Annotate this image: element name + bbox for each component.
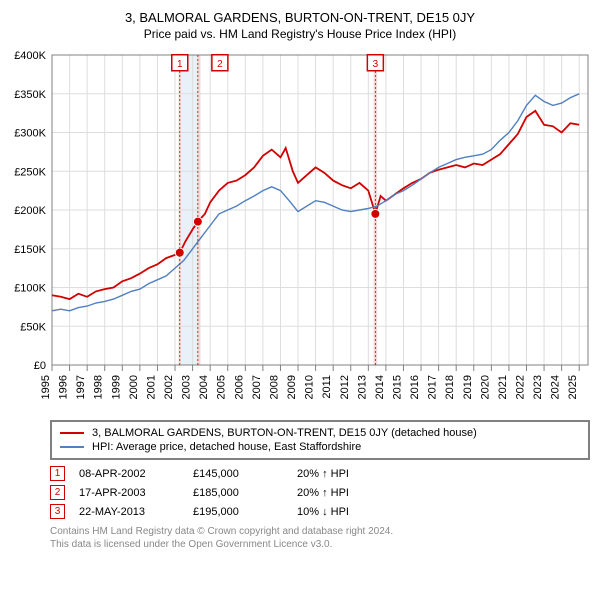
sale-row: 1 08-APR-2002 £145,000 20% ↑ HPI [50, 464, 590, 483]
x-tick-label: 2002 [163, 375, 175, 399]
x-tick-label: 2007 [251, 375, 263, 399]
legend-row: HPI: Average price, detached house, East… [60, 440, 580, 454]
x-tick-label: 2019 [462, 375, 474, 399]
y-tick-label: £50K [20, 321, 46, 333]
y-tick-label: £250K [14, 166, 46, 178]
x-tick-label: 2012 [339, 375, 351, 399]
x-tick-label: 2025 [567, 375, 579, 399]
sale-marker: 3 [50, 504, 65, 519]
x-tick-label: 2004 [198, 375, 210, 399]
legend-swatch [60, 446, 84, 448]
x-tick-label: 1998 [93, 375, 105, 399]
sale-date: 08-APR-2002 [79, 468, 179, 480]
sale-date: 22-MAY-2013 [79, 506, 179, 518]
y-tick-label: £100K [14, 283, 46, 295]
line-chart: £0 £50K £100K £150K £200K £250K £300K £350K £400… [6, 49, 594, 409]
x-tick-label: 2010 [304, 375, 316, 399]
x-tick-label: 2022 [514, 375, 526, 399]
y-tick-label: £300K [14, 128, 46, 140]
sale-delta: 20% ↑ HPI [297, 487, 397, 499]
x-tick-label: 2014 [374, 375, 386, 399]
legend-swatch [60, 432, 84, 434]
x-tick-label: 2005 [216, 375, 228, 399]
figure: 3, BALMORAL GARDENS, BURTON-ON-TRENT, DE… [0, 0, 600, 557]
x-tick-label: 2020 [479, 375, 491, 399]
x-tick-label: 2006 [233, 375, 245, 399]
sale-flag-num: 2 [217, 59, 223, 70]
footnote-line-1: Contains HM Land Registry data © Crown c… [50, 526, 393, 537]
sale-row: 3 22-MAY-2013 £195,000 10% ↓ HPI [50, 502, 590, 521]
y-tick-label: £200K [14, 205, 46, 217]
x-tick-label: 1996 [58, 375, 70, 399]
sale-delta: 10% ↓ HPI [297, 506, 397, 518]
x-tick-label: 2024 [550, 375, 562, 399]
x-tick-label: 2017 [427, 375, 439, 399]
x-tick-label: 2001 [145, 375, 157, 399]
x-tick-label: 2009 [286, 375, 298, 399]
x-tick-label: 2018 [444, 375, 456, 399]
chart-subtitle: Price paid vs. HM Land Registry's House … [6, 27, 594, 41]
sale-flag-num: 3 [373, 59, 379, 70]
sale-price: £145,000 [193, 468, 283, 480]
x-tick-label: 2016 [409, 375, 421, 399]
x-tick-label: 2003 [181, 375, 193, 399]
x-tick-label: 1995 [40, 375, 52, 399]
footnote: Contains HM Land Registry data © Crown c… [50, 525, 590, 551]
legend: 3, BALMORAL GARDENS, BURTON-ON-TRENT, DE… [50, 420, 590, 460]
chart-title: 3, BALMORAL GARDENS, BURTON-ON-TRENT, DE… [6, 10, 594, 25]
x-tick-label: 2013 [356, 375, 368, 399]
y-tick-label: £350K [14, 89, 46, 101]
x-tick-label: 2011 [321, 375, 333, 399]
y-tick-label: £0 [34, 360, 46, 372]
sale-date: 17-APR-2003 [79, 487, 179, 499]
y-tick-label: £400K [14, 50, 46, 62]
sale-delta: 20% ↑ HPI [297, 468, 397, 480]
sale-price: £195,000 [193, 506, 283, 518]
chart-area: £0 £50K £100K £150K £200K £250K £300K £350K £400… [6, 49, 594, 414]
sale-marker: 1 [50, 466, 65, 481]
footnote-line-2: This data is licensed under the Open Gov… [50, 539, 332, 550]
x-tick-label: 2021 [497, 375, 509, 399]
sale-row: 2 17-APR-2003 £185,000 20% ↑ HPI [50, 483, 590, 502]
x-tick-label: 1999 [110, 375, 122, 399]
x-tick-label: 2008 [268, 375, 280, 399]
legend-label: 3, BALMORAL GARDENS, BURTON-ON-TRENT, DE… [92, 427, 477, 439]
legend-row: 3, BALMORAL GARDENS, BURTON-ON-TRENT, DE… [60, 426, 580, 440]
x-tick-label: 2015 [391, 375, 403, 399]
x-tick-label: 2000 [128, 375, 140, 399]
sale-marker: 2 [50, 485, 65, 500]
legend-label: HPI: Average price, detached house, East… [92, 441, 361, 453]
y-tick-label: £150K [14, 244, 46, 256]
sale-flag-num: 1 [177, 59, 183, 70]
x-tick-label: 1997 [75, 375, 87, 399]
sale-dot [371, 209, 380, 218]
sale-price: £185,000 [193, 487, 283, 499]
sales-table: 1 08-APR-2002 £145,000 20% ↑ HPI 2 17-APR-200… [50, 464, 590, 521]
x-tick-label: 2023 [532, 375, 544, 399]
